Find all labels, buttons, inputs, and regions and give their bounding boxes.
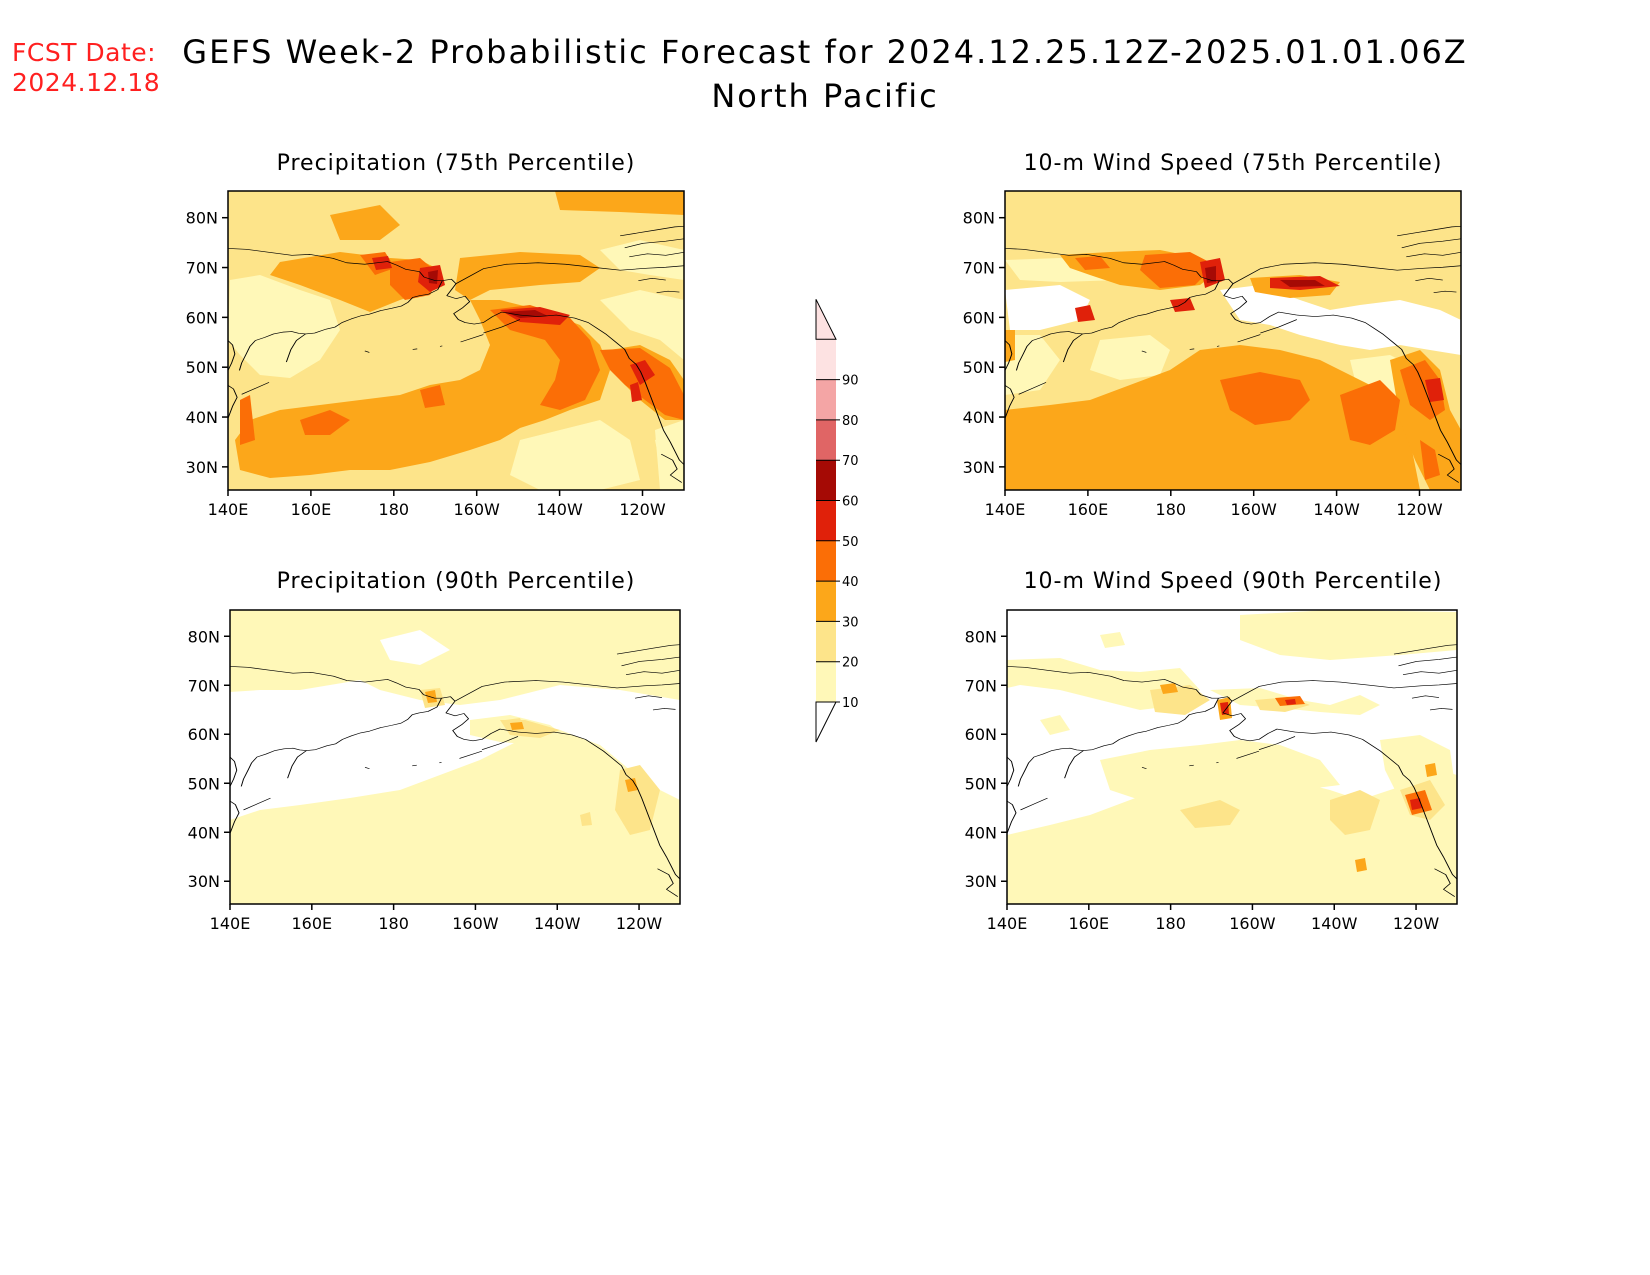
main-title-block: GEFS Week-2 Probabilistic Forecast for 2… [0,30,1650,118]
colorbar-label: 20 [842,656,859,671]
map-wind75 [1005,191,1461,490]
forecast-date-block: FCST Date: 2024.12.18 [12,38,160,98]
lon-label-precip90: 160E [291,914,332,933]
colorbar-segment [816,419,836,461]
lon-label-wind75: 160W [1231,500,1278,519]
colorbar-segment [816,339,836,380]
panel-title-precip75: Precipitation (75th Percentile) [276,151,636,176]
lon-label-wind90: 140E [987,914,1028,933]
lon-label-wind75: 180 [1156,500,1187,519]
lon-label-precip75: 160E [291,500,332,519]
lon-label-wind90: 140W [1311,914,1358,933]
lat-label-precip75: 80N [186,209,218,228]
lat-label-precip75: 60N [186,308,218,327]
lat-label-precip90: 60N [188,725,220,744]
lat-label-precip90: 50N [188,774,220,793]
colorbar: 10 20 30 40 50 60 70 80 90 [815,299,859,743]
lat-label-precip75: 70N [186,259,218,278]
colorbar-label: 10 [842,696,859,711]
colorbar-label: 70 [842,454,859,469]
colorbar-label: 60 [842,495,859,510]
lat-label-wind75: 80N [963,209,995,228]
frame-precip90 [229,609,681,905]
lon-label-precip75: 120W [619,500,666,519]
map-precip90 [230,610,680,904]
colorbar-label: 80 [842,414,859,429]
colorbar-label: 90 [842,374,859,389]
lat-label-precip75: 50N [186,358,218,377]
lat-label-precip90: 70N [188,676,220,695]
lat-label-wind90: 30N [965,872,997,891]
forecast-date-value: 2024.12.18 [12,68,161,97]
lon-label-wind75: 140W [1313,500,1360,519]
lon-label-wind90: 160W [1229,914,1276,933]
lat-label-precip90: 30N [188,872,220,891]
panel-title-wind90: 10-m Wind Speed (90th Percentile) [1023,569,1443,594]
lon-label-wind90: 120W [1393,914,1440,933]
lat-label-wind75: 60N [963,308,995,327]
colorbar-segment [816,661,836,702]
lat-label-wind75: 70N [963,259,995,278]
lat-label-wind90: 40N [965,823,997,842]
map-precip75 [228,191,684,490]
colorbar-segment [816,621,836,662]
lat-label-precip75: 40N [186,408,218,427]
colorbar-segment [816,500,836,541]
lat-label-wind90: 80N [965,627,997,646]
lat-label-wind75: 40N [963,408,995,427]
lon-label-wind90: 160E [1068,914,1109,933]
lon-label-precip90: 140E [210,914,251,933]
lon-label-wind75: 120W [1396,500,1443,519]
colorbar-segment [816,581,836,622]
forecast-date-label: FCST Date: [12,38,157,67]
lat-label-precip90: 80N [188,627,220,646]
map-wind90 [1007,610,1457,904]
lat-label-precip75: 30N [186,458,218,477]
frame-wind90 [1006,609,1458,905]
lon-label-precip75: 140W [536,500,583,519]
page-subtitle: North Pacific [711,77,939,115]
lon-label-wind75: 140E [985,500,1026,519]
colorbar-segment [816,460,836,501]
lon-label-precip75: 160W [454,500,501,519]
lon-label-wind90: 180 [1155,914,1186,933]
panel-title-wind75: 10-m Wind Speed (75th Percentile) [1023,151,1443,176]
lon-label-precip75: 180 [379,500,410,519]
lon-label-precip90: 120W [616,914,663,933]
colorbar-segment [816,379,836,420]
colorbar-label: 50 [842,535,859,550]
colorbar-label: 30 [842,615,859,630]
page-title: GEFS Week-2 Probabilistic Forecast for 2… [182,33,1468,71]
lat-label-precip90: 40N [188,823,220,842]
colorbar-high-end [815,299,837,340]
colorbar-label: 40 [842,575,859,590]
frame-wind75 [1004,190,1462,491]
lat-label-wind90: 50N [965,774,997,793]
lon-label-precip90: 160W [452,914,499,933]
lon-label-wind75: 160E [1068,500,1109,519]
lon-label-precip90: 180 [378,914,409,933]
axes-layer: 140E 160E 180 160W 140W 120W 80N 70N 60N 50N 40N 30… [186,209,1443,933]
colorbar-low-end [815,701,837,743]
lat-label-wind90: 70N [965,676,997,695]
frame-precip75 [227,190,685,491]
lon-label-precip75: 140E [208,500,249,519]
lat-label-wind90: 60N [965,725,997,744]
lat-label-wind75: 30N [963,458,995,477]
lon-label-precip90: 140W [534,914,581,933]
lat-label-wind75: 50N [963,358,995,377]
colorbar-segment [816,540,836,582]
panel-title-precip90: Precipitation (90th Percentile) [276,569,636,594]
